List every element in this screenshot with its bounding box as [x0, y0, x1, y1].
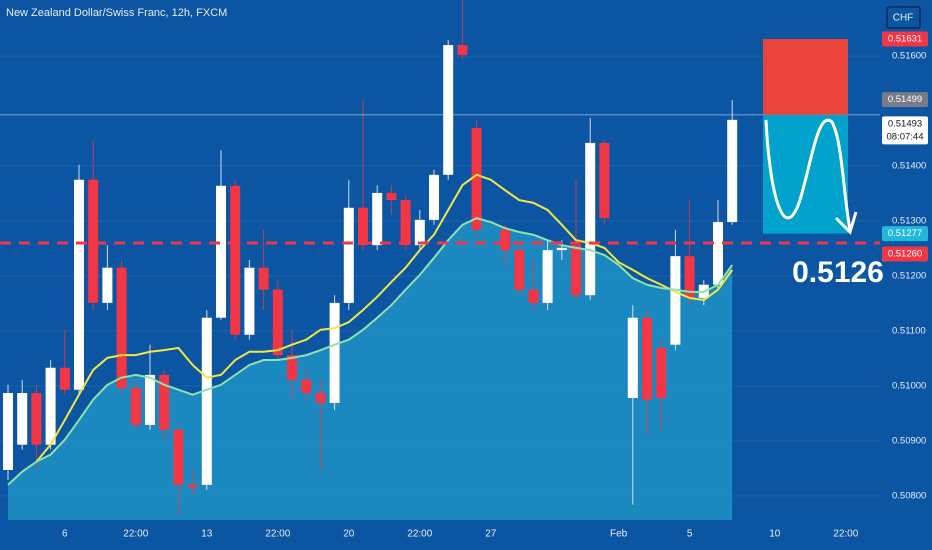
candle-body — [713, 222, 723, 285]
candle-body — [457, 45, 468, 55]
candle-body — [684, 256, 695, 298]
candle-body — [74, 179, 84, 390]
currency-box[interactable] — [886, 6, 921, 29]
candle-body — [386, 192, 397, 201]
candle-body — [116, 267, 127, 389]
plot: 0.50800 0.50900 0.51000 0.51100 0.51200 0.513… — [0, 0, 928, 540]
ma-line — [7, 217, 734, 486]
annotation: 0.5126 — [792, 256, 884, 289]
candle-body — [443, 45, 454, 175]
y-tick-label: 0.50800 — [892, 490, 926, 501]
candle-body — [429, 174, 439, 220]
chart-title: New Zealand Dollar/Swiss Franc, 12h, FXC… — [6, 7, 227, 19]
price-label-box — [882, 92, 928, 108]
forecast-arrow-head — [834, 211, 858, 235]
candle-body — [727, 119, 738, 223]
x-tick-label: 22:00 — [123, 529, 148, 540]
candle-body — [414, 219, 425, 246]
x-tick-label: 10 — [769, 529, 781, 540]
y-tick-label: 0.50900 — [892, 435, 926, 446]
candle-body — [301, 379, 312, 394]
candle-body — [187, 484, 198, 488]
price-label-box — [882, 246, 928, 262]
y-tick-label: 0.51000 — [892, 380, 926, 391]
candle-body — [244, 267, 255, 335]
x-tick-label: 5 — [687, 529, 693, 540]
candle-body — [3, 393, 13, 470]
ma-line — [35, 173, 734, 463]
x-tick-label: 27 — [485, 529, 497, 540]
candle-body — [230, 185, 241, 335]
countdown: 08:07:44 — [887, 131, 924, 142]
x-tick-label: 20 — [343, 529, 355, 540]
candle-body — [656, 347, 667, 398]
candle-body — [556, 247, 567, 251]
price-label: 0.51493 — [888, 118, 922, 129]
candle-body — [102, 267, 113, 303]
x-tick-label: 22:00 — [407, 529, 432, 540]
candle-body — [343, 207, 354, 303]
price-label: 0.51499 — [888, 94, 922, 105]
candle-body — [17, 393, 28, 445]
candle-body — [173, 429, 184, 485]
candle-body — [585, 142, 596, 296]
price-label: 0.51277 — [888, 228, 922, 239]
candle-body — [201, 317, 212, 485]
y-tick-label: 0.51100 — [892, 325, 926, 336]
candle-body — [670, 256, 681, 345]
price-label-box — [882, 31, 928, 47]
candle-body — [500, 229, 510, 251]
y-tick-label: 0.51200 — [892, 270, 926, 281]
forecast-arrow — [764, 118, 852, 231]
candle-body — [471, 128, 482, 230]
candle-body — [315, 393, 326, 403]
candle-body — [542, 250, 553, 303]
x-tick-label: 22:00 — [833, 529, 858, 540]
candle-body — [372, 192, 383, 246]
y-tick-label: 0.51400 — [892, 161, 926, 172]
candle-body — [130, 388, 141, 425]
candle-body — [329, 302, 340, 403]
candle-body — [59, 367, 70, 390]
candle-body — [216, 185, 226, 318]
candle-body — [145, 374, 155, 425]
x-tick-label: Feb — [610, 529, 628, 540]
candle-body — [287, 355, 297, 380]
candle-body — [627, 317, 638, 398]
price-label-box — [882, 116, 928, 145]
candle-body — [258, 267, 269, 290]
candle-body — [599, 142, 610, 219]
x-tick-label: 13 — [201, 529, 213, 540]
currency[interactable]: CHF — [893, 13, 914, 24]
x-tick-label: 6 — [62, 529, 68, 540]
candle-body — [159, 374, 170, 430]
candle-body — [31, 393, 42, 445]
candle-body — [400, 200, 411, 246]
candle-body — [45, 367, 56, 445]
candle-body — [514, 250, 525, 290]
price-label: 0.51260 — [888, 248, 922, 259]
candle-body — [88, 179, 99, 303]
y-tick-label: 0.51300 — [892, 215, 926, 226]
price-label: 0.51631 — [888, 34, 922, 45]
candle-body — [272, 289, 283, 356]
stop-zone — [763, 39, 848, 115]
x-tick-label: 22:00 — [265, 529, 290, 540]
candle-body — [358, 207, 368, 246]
y-tick-label: 0.51600 — [892, 51, 926, 62]
candle-body — [528, 289, 539, 303]
candle-body — [642, 317, 652, 400]
price-label-box — [882, 226, 928, 242]
candle-body — [571, 245, 581, 296]
